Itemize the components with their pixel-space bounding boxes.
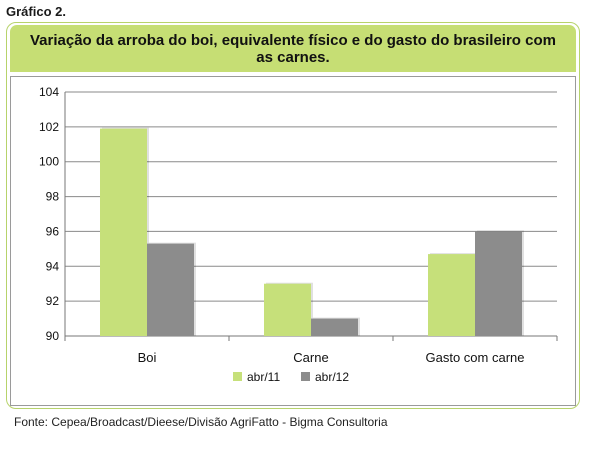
bar (147, 243, 194, 336)
bar (100, 128, 147, 336)
source-note: Fonte: Cepea/Broadcast/Dieese/Divisão Ag… (14, 415, 388, 429)
x-tick-label: Boi (138, 350, 157, 365)
y-tick-label: 96 (46, 224, 60, 238)
legend-swatch (301, 372, 310, 381)
legend-label: abr/11 (247, 370, 280, 384)
x-tick-label: Gasto com carne (426, 350, 525, 365)
figure-label: Gráfico 2. (6, 4, 66, 19)
y-tick-label: 102 (39, 120, 59, 134)
chart-title-bar: Variação da arroba do boi, equivalente f… (10, 25, 576, 72)
y-tick-label: 98 (46, 190, 60, 204)
legend-swatch (233, 372, 242, 381)
bar (475, 231, 522, 336)
bar (428, 254, 475, 336)
y-tick-label: 100 (39, 155, 59, 169)
y-tick-label: 92 (46, 294, 60, 308)
chart-title: Variação da arroba do boi, equivalente f… (30, 31, 556, 66)
bar (264, 283, 311, 336)
x-tick-label: Carne (293, 350, 328, 365)
bar (311, 318, 358, 336)
legend-label: abr/12 (315, 370, 349, 384)
bar-chart: 90 92 94 96 98 100 102 104 Boi Carne Gasto com car… (39, 85, 558, 384)
y-tick-label: 104 (39, 85, 59, 99)
y-tick-label: 90 (46, 329, 60, 343)
y-tick-label: 94 (46, 259, 60, 273)
chart-area: 90 92 94 96 98 100 102 104 Boi Carne Gasto com car… (10, 76, 576, 406)
